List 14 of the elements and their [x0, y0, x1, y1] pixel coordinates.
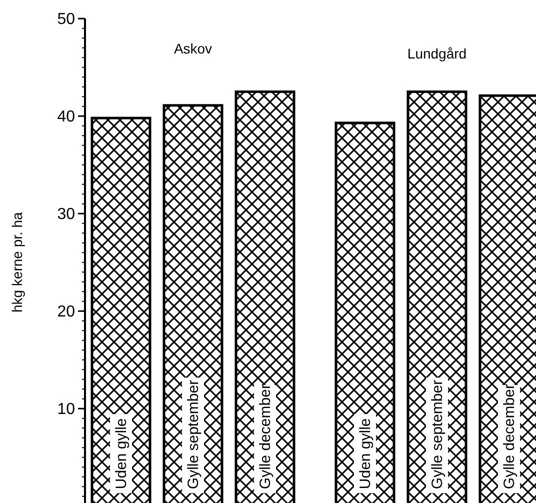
y-tick-label: 50: [57, 11, 76, 28]
y-axis-title: hkg kerne pr. ha: [9, 212, 25, 313]
y-tick-label: 20: [57, 304, 76, 321]
annotation: Askov: [174, 40, 212, 57]
x-tick-label: Uden gylle: [357, 418, 374, 490]
x-tick-label: Gylle december: [501, 384, 518, 490]
y-tick-label: 10: [57, 401, 76, 418]
y-tick-label: 40: [57, 108, 76, 126]
x-tick-label: Gylle december: [257, 384, 274, 490]
x-tick-label: Gylle september: [429, 380, 446, 490]
x-tick-label: Gylle september: [185, 380, 202, 490]
y-tick-label: 30: [57, 206, 76, 224]
annotation: Lundgård: [407, 46, 467, 62]
x-tick-label: Uden gylle: [113, 418, 130, 490]
